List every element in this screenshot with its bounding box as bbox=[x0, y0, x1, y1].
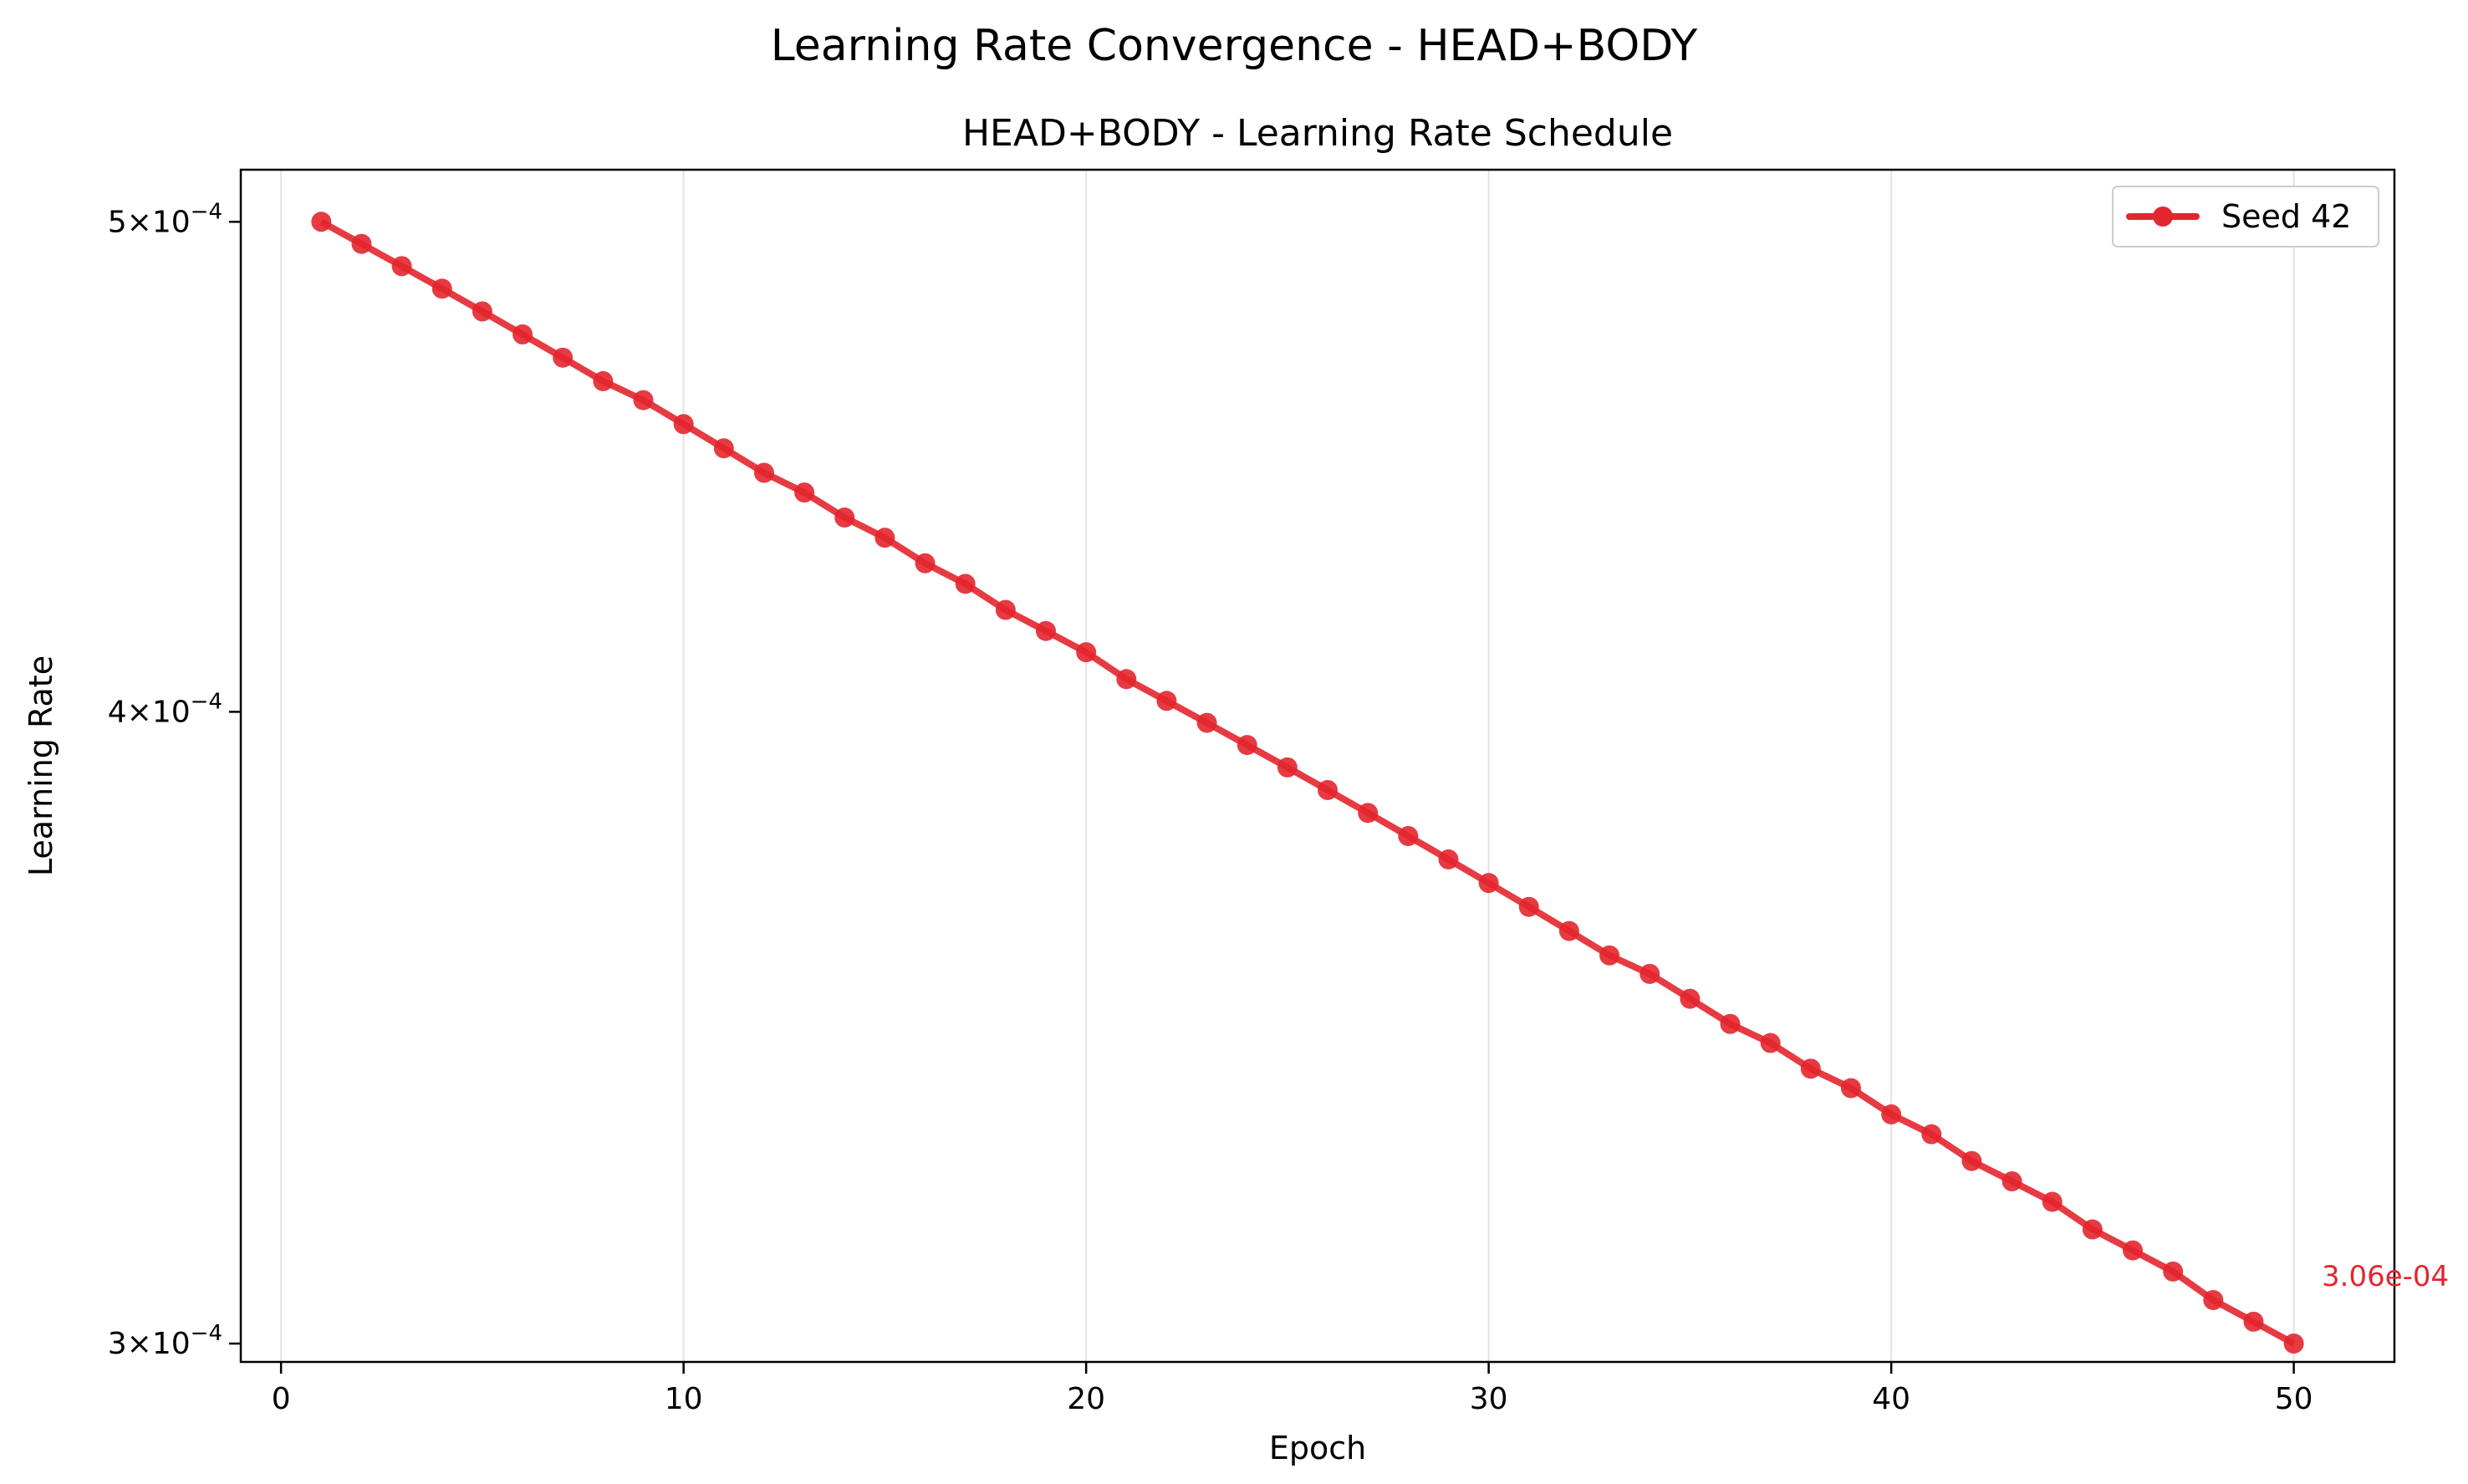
data-point bbox=[1398, 825, 1419, 846]
data-point bbox=[1237, 735, 1257, 756]
chart-title: HEAD+BODY - Learning Rate Schedule bbox=[962, 112, 1673, 155]
data-point bbox=[955, 574, 976, 594]
data-point bbox=[1277, 757, 1298, 778]
x-tick-label: 30 bbox=[1470, 1382, 1508, 1416]
data-point bbox=[593, 370, 614, 391]
data-point bbox=[1438, 849, 1459, 869]
data-point bbox=[1680, 988, 1701, 1009]
data-point bbox=[2082, 1219, 2103, 1240]
data-point bbox=[1196, 712, 1217, 733]
data-point bbox=[431, 278, 452, 299]
data-point bbox=[1318, 779, 1339, 800]
data-point bbox=[753, 462, 774, 483]
data-point bbox=[915, 553, 936, 574]
data-point bbox=[834, 507, 855, 528]
data-point bbox=[351, 233, 372, 254]
y-tick-label: 3×10−4 bbox=[108, 1321, 222, 1361]
y-tick-label: 5×10−4 bbox=[108, 199, 222, 239]
legend-box bbox=[2112, 186, 2379, 247]
x-axis-ticks: 0 10 20 30 40 50 bbox=[272, 1362, 2313, 1416]
y-axis-label: Learning Rate bbox=[23, 655, 59, 876]
data-point bbox=[553, 347, 574, 368]
x-tick-label: 10 bbox=[665, 1382, 703, 1416]
x-gridlines bbox=[280, 170, 2295, 1362]
data-point bbox=[1599, 945, 1620, 966]
data-point bbox=[794, 482, 815, 503]
data-point bbox=[1076, 642, 1097, 663]
data-point bbox=[311, 212, 332, 232]
y-axis-ticks: 3×10−4 4×10−4 5×10−4 bbox=[108, 199, 241, 1361]
data-point bbox=[2243, 1311, 2264, 1332]
data-point bbox=[673, 414, 694, 435]
data-point bbox=[995, 599, 1016, 620]
series-layer bbox=[311, 212, 2304, 1354]
data-point bbox=[2123, 1240, 2144, 1261]
data-point bbox=[1478, 873, 1499, 894]
data-point bbox=[512, 324, 533, 345]
data-point bbox=[2042, 1191, 2063, 1212]
data-point bbox=[875, 528, 895, 548]
data-point bbox=[1156, 691, 1177, 711]
data-point bbox=[1639, 963, 1660, 984]
x-tick-label: 0 bbox=[272, 1382, 291, 1416]
data-point bbox=[633, 390, 654, 411]
data-point bbox=[1840, 1078, 1861, 1099]
x-axis-label: Epoch bbox=[1269, 1430, 1366, 1466]
data-point bbox=[2203, 1290, 2224, 1311]
data-point bbox=[1035, 620, 1056, 641]
data-point bbox=[1760, 1033, 1781, 1053]
data-point bbox=[2001, 1170, 2022, 1191]
data-point bbox=[1961, 1150, 1982, 1171]
y-tick-label: 4×10−4 bbox=[108, 689, 222, 729]
data-point bbox=[2283, 1334, 2304, 1354]
data-point bbox=[1558, 920, 1579, 941]
data-point bbox=[1921, 1124, 1942, 1145]
data-point bbox=[1800, 1058, 1821, 1079]
data-point bbox=[2163, 1261, 2184, 1282]
x-tick-label: 40 bbox=[1872, 1382, 1910, 1416]
x-tick-label: 20 bbox=[1067, 1382, 1105, 1416]
legend-series-marker bbox=[2153, 207, 2173, 227]
data-point bbox=[1881, 1104, 1902, 1124]
figure-suptitle: Learning Rate Convergence - HEAD+BODY bbox=[771, 21, 1698, 71]
data-point bbox=[391, 256, 412, 277]
data-point bbox=[1116, 669, 1137, 690]
legend: Seed 42 bbox=[2112, 186, 2379, 247]
plot-frame bbox=[239, 168, 2396, 1364]
x-tick-label: 50 bbox=[2275, 1382, 2313, 1416]
final-value-annotation: 3.06e-04 bbox=[2322, 1260, 2449, 1293]
data-point bbox=[1720, 1013, 1741, 1034]
data-point bbox=[1518, 896, 1539, 917]
data-point bbox=[1358, 803, 1379, 824]
data-point bbox=[472, 301, 492, 322]
data-point bbox=[713, 438, 734, 459]
legend-label-seed-42: Seed 42 bbox=[2221, 198, 2351, 235]
